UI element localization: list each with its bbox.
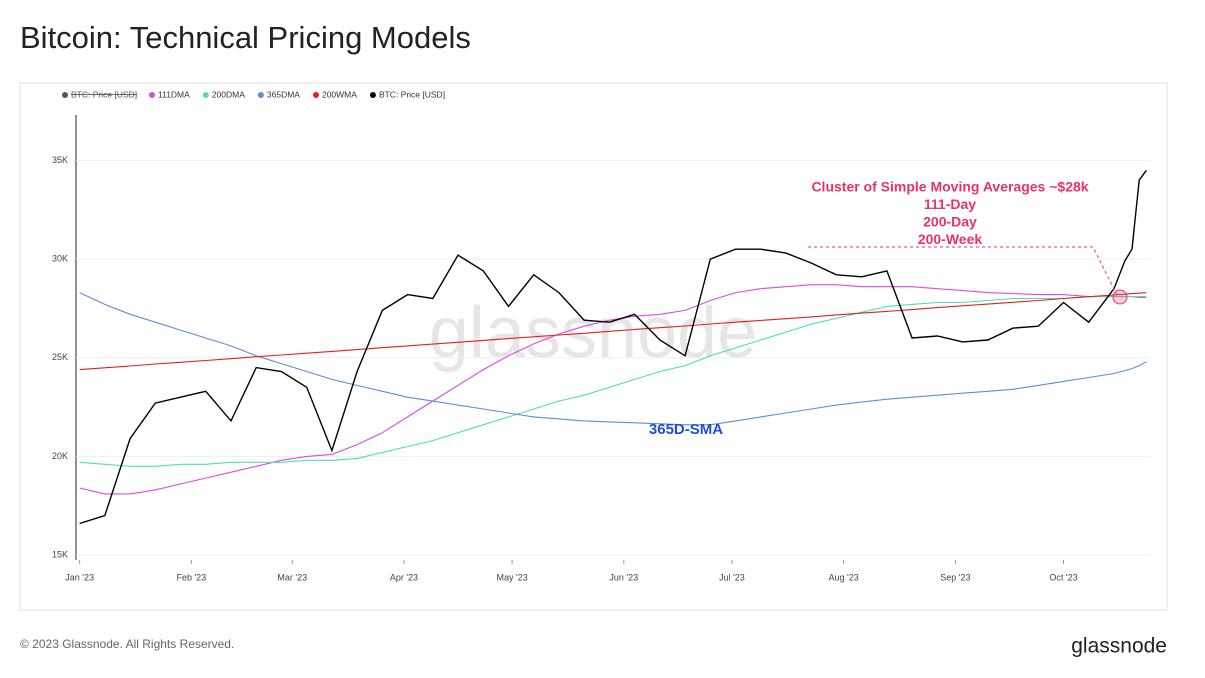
plot: 15K 20K 25K 30K 35K Jan '23 Feb '23 Mar '23 Apr …	[52, 155, 1150, 582]
chart-frame	[19, 82, 1168, 611]
chart-title: Bitcoin: Technical Pricing Models	[20, 20, 471, 55]
series-line	[79, 296, 1147, 467]
legend-dot	[257, 92, 264, 98]
legend-dot	[312, 92, 319, 98]
legend-label: BTC: Price [USD]	[379, 89, 445, 99]
x-tick-label: Jul '23	[719, 572, 745, 582]
legend-label: 200WMA	[322, 89, 357, 99]
legend-label: 365DMA	[267, 89, 300, 99]
legend-dot	[62, 92, 68, 98]
x-tick-label: Jan '23	[65, 572, 94, 582]
y-tick-label: 25K	[52, 352, 68, 362]
annotation-circle	[1112, 289, 1128, 305]
legend-label: 200DMA	[212, 89, 245, 99]
annotation-text: 111-Day	[924, 196, 976, 212]
annotation: Cluster of Simple Moving Averages ~$28k1…	[808, 179, 1128, 305]
logo: glassnode	[1071, 635, 1167, 658]
legend-dot	[149, 92, 155, 98]
annotation-text: Cluster of Simple Moving Averages ~$28k	[811, 179, 1088, 195]
footer: © 2023 Glassnode. All Rights Reserved.	[20, 637, 234, 651]
series-line	[79, 284, 1147, 495]
y-tick-label: 20K	[52, 451, 68, 461]
legend-dot	[369, 92, 376, 98]
legend-dot	[202, 92, 209, 98]
x-tick-label: Sep '23	[940, 572, 970, 582]
annotation-line	[808, 246, 1119, 298]
x-tick-label: Feb '23	[176, 572, 206, 582]
y-tick-label: 15K	[52, 549, 68, 559]
legend-hidden: BTC: Price [USD]	[71, 89, 137, 99]
legend: BTC: Price [USD] 111DMA 200DMA 365DMA 200WM…	[62, 89, 445, 99]
series-line	[79, 169, 1147, 525]
y-tick-label: 35K	[52, 155, 68, 165]
annotation-text: 200-Week	[918, 231, 983, 247]
x-tick-label: Jun '23	[609, 572, 638, 582]
x-tick-label: Oct '23	[1049, 572, 1077, 582]
x-tick-label: Apr '23	[390, 572, 418, 582]
x-tick-label: Aug '23	[829, 572, 859, 582]
annotation-365: 365D-SMA	[649, 421, 723, 438]
x-tick-label: May '23	[496, 572, 527, 582]
series-line	[79, 292, 1147, 371]
y-tick-label: 30K	[52, 253, 68, 263]
x-tick-label: Mar '23	[277, 572, 307, 582]
series-line	[79, 292, 1147, 426]
annotation-text: 200-Day	[923, 214, 977, 230]
legend-label: 111DMA	[158, 89, 190, 99]
